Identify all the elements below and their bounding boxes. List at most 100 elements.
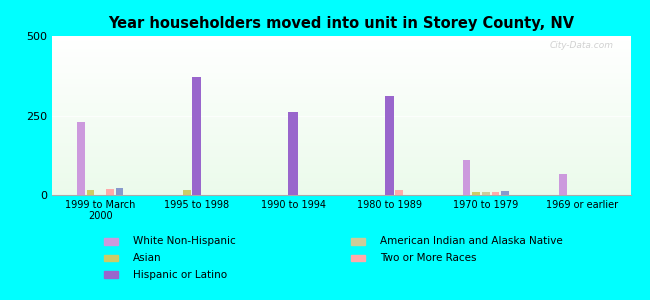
Bar — [52, 96, 630, 98]
Bar — [52, 63, 630, 64]
Bar — [52, 98, 630, 100]
Bar — [52, 101, 630, 103]
Bar — [52, 44, 630, 46]
Bar — [52, 173, 630, 174]
Bar — [52, 117, 630, 119]
Bar — [52, 182, 630, 184]
Bar — [52, 112, 630, 114]
Bar — [52, 136, 630, 138]
Bar — [501, 191, 509, 195]
Bar — [52, 131, 630, 133]
Bar — [106, 189, 114, 195]
Bar — [52, 187, 630, 189]
Bar — [491, 193, 499, 195]
Bar — [52, 39, 630, 41]
Bar — [52, 124, 630, 125]
Bar — [52, 169, 630, 171]
Bar — [52, 171, 630, 173]
Bar — [52, 52, 630, 53]
Bar — [52, 160, 630, 162]
Bar — [52, 152, 630, 154]
Bar — [52, 85, 630, 87]
Bar — [52, 128, 630, 130]
Bar — [52, 47, 630, 49]
Bar — [52, 69, 630, 71]
Bar — [463, 160, 471, 195]
Bar — [52, 154, 630, 155]
Bar — [52, 135, 630, 136]
Bar — [52, 79, 630, 80]
Bar — [52, 111, 630, 112]
Bar — [52, 64, 630, 66]
Bar — [52, 57, 630, 58]
Bar — [52, 192, 630, 194]
Bar — [52, 106, 630, 108]
Bar — [52, 74, 630, 76]
Bar — [52, 100, 630, 101]
Bar — [52, 116, 630, 117]
Bar — [52, 163, 630, 165]
Bar — [52, 130, 630, 131]
Bar — [52, 90, 630, 92]
Bar — [52, 179, 630, 181]
Bar — [52, 178, 630, 179]
Bar — [52, 142, 630, 144]
Bar — [52, 77, 630, 79]
Bar — [288, 112, 298, 195]
Bar — [52, 50, 630, 52]
Bar — [52, 49, 630, 50]
Text: City-Data.com: City-Data.com — [549, 41, 613, 50]
Bar — [52, 168, 630, 170]
Bar — [52, 158, 630, 160]
Bar — [52, 184, 630, 185]
Bar — [52, 125, 630, 127]
Bar — [395, 190, 403, 195]
Bar — [52, 95, 630, 96]
Bar — [86, 190, 94, 195]
Text: American Indian and Alaska Native: American Indian and Alaska Native — [380, 236, 563, 247]
Bar — [52, 60, 630, 61]
Bar — [482, 193, 489, 195]
Text: Two or More Races: Two or More Races — [380, 253, 476, 263]
Bar — [52, 144, 630, 146]
Bar — [52, 139, 630, 141]
Bar — [52, 138, 630, 139]
Bar — [52, 104, 630, 106]
Bar — [116, 188, 124, 195]
Bar — [52, 189, 630, 190]
Bar — [289, 192, 297, 195]
Bar — [52, 38, 630, 39]
Bar — [52, 61, 630, 63]
Text: Hispanic or Latino: Hispanic or Latino — [133, 269, 228, 280]
Bar — [52, 71, 630, 73]
Bar — [52, 176, 630, 178]
Bar — [52, 66, 630, 68]
Bar — [385, 96, 395, 195]
Bar — [52, 88, 630, 90]
Bar — [52, 53, 630, 55]
Bar — [52, 76, 630, 77]
Bar — [52, 46, 630, 47]
Bar — [559, 174, 567, 195]
Bar — [52, 149, 630, 151]
Bar — [52, 190, 630, 192]
Text: Asian: Asian — [133, 253, 162, 263]
Bar — [52, 114, 630, 116]
Bar — [52, 185, 630, 187]
Bar — [52, 84, 630, 85]
Bar — [473, 193, 480, 195]
Bar — [52, 155, 630, 157]
Bar — [52, 58, 630, 60]
Bar — [193, 192, 200, 195]
Bar — [52, 103, 630, 104]
Bar — [52, 92, 630, 93]
Bar — [52, 127, 630, 128]
Bar — [52, 165, 630, 167]
Bar — [52, 120, 630, 122]
Bar — [52, 194, 630, 195]
Bar — [52, 181, 630, 182]
Bar — [52, 68, 630, 69]
Bar — [52, 42, 630, 44]
Bar — [52, 157, 630, 158]
Bar — [183, 190, 191, 195]
